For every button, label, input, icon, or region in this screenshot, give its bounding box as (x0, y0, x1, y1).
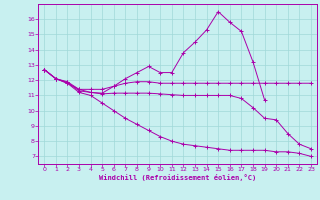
X-axis label: Windchill (Refroidissement éolien,°C): Windchill (Refroidissement éolien,°C) (99, 174, 256, 181)
